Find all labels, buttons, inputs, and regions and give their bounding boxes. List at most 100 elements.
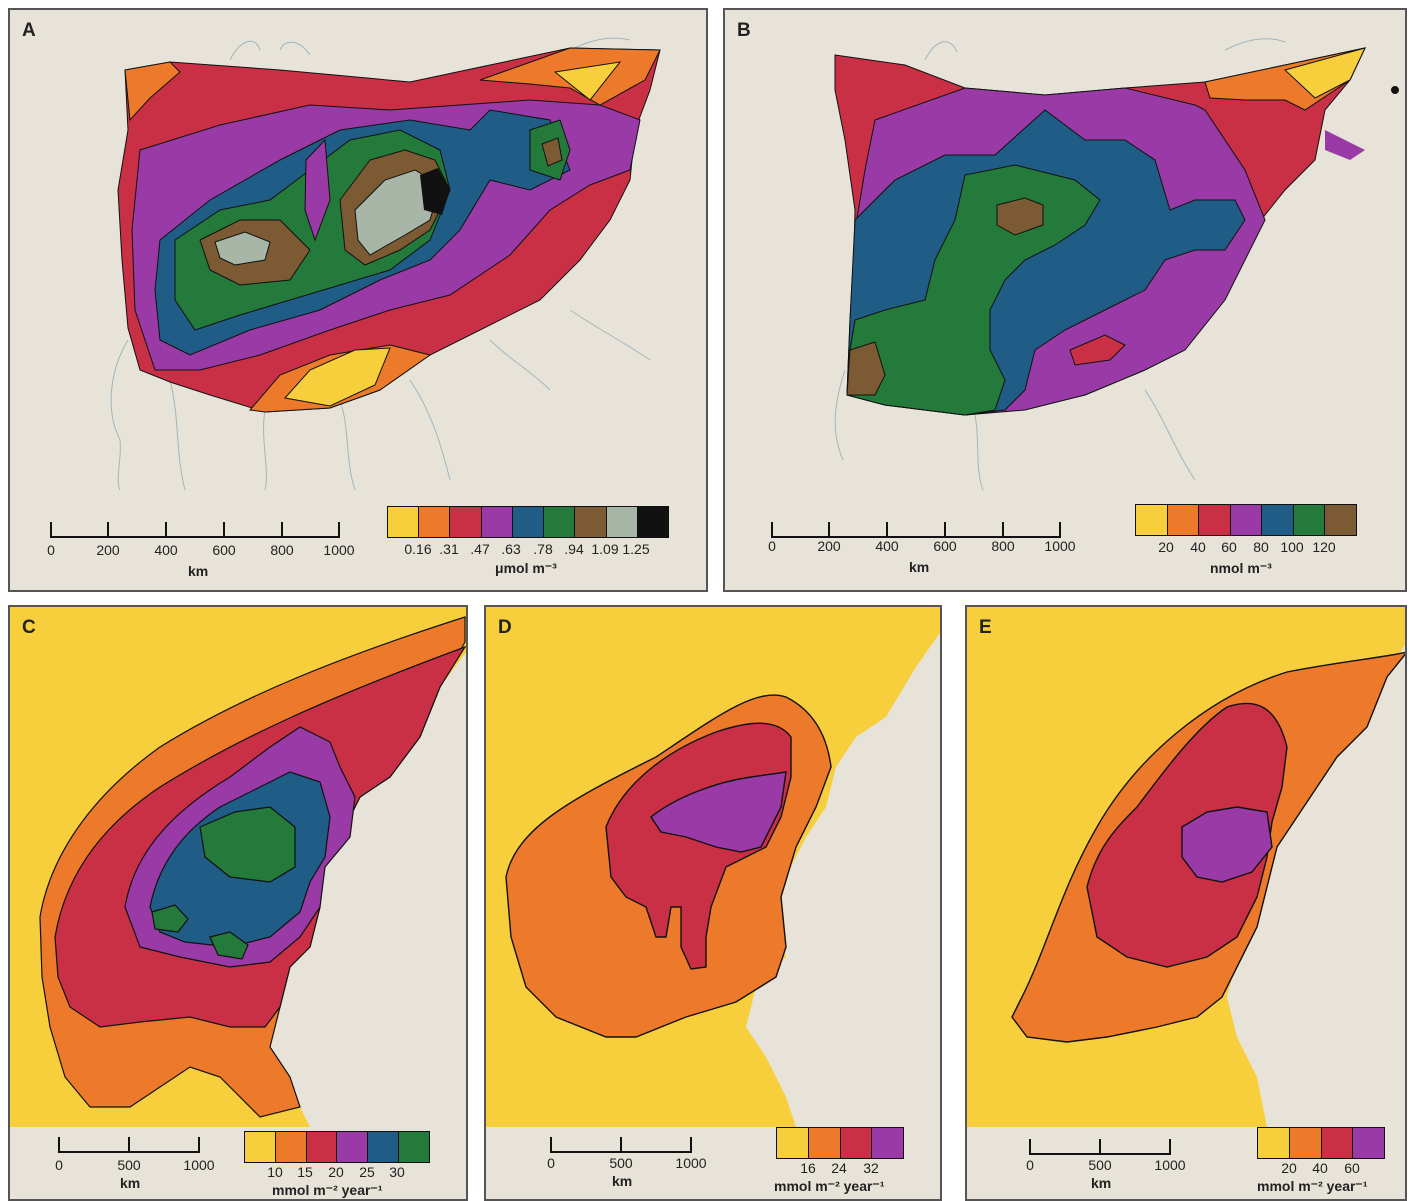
legend-label: 1.09 [591,541,618,557]
scale-tick-label: 500 [1088,1157,1111,1173]
legend-swatch [1199,505,1231,535]
scale-unit: km [120,1175,140,1191]
legend-swatch [513,507,544,537]
legend-swatch [388,507,419,537]
scale-unit: km [1091,1175,1111,1191]
scale-unit: km [188,563,208,579]
legend-swatch [1294,505,1326,535]
scale-bar [550,1133,692,1153]
legend-unit: mmol m⁻² year⁻¹ [774,1178,884,1195]
legend-swatch [307,1132,338,1162]
legend-swatch [450,507,481,537]
contour-map-d [486,607,942,1201]
scale-tick-label: 1000 [675,1155,706,1171]
scale-tick-label: 600 [933,538,956,554]
legend-label: .78 [533,541,552,557]
panel-letter: B [737,20,751,42]
legend-label: 15 [297,1164,313,1180]
scale-bar [771,520,1061,538]
legend-label: .31 [439,541,458,557]
legend-swatch [1258,1128,1290,1158]
legend-label: 1.25 [622,541,649,557]
scale-unit: km [612,1173,632,1189]
scale-tick-label: 0 [547,1155,555,1171]
panel-e: E 0 500 1000 km 20 40 60 mmol m⁻² year⁻¹ [965,605,1407,1201]
panel-letter: D [498,617,512,639]
scale-tick-label: 400 [154,542,177,558]
scale-tick-label: 1000 [183,1157,214,1173]
panel-c: C 0 500 1000 km 10 15 20 25 30 mmol m⁻² … [8,605,468,1201]
legend-label: 24 [831,1160,847,1176]
legend-label: 100 [1280,539,1303,555]
legend-swatch [337,1132,368,1162]
legend-swatch [872,1128,903,1158]
legend-label: .47 [470,541,489,557]
legend-swatch [399,1132,429,1162]
legend-label: 40 [1190,539,1206,555]
legend-swatch [777,1128,809,1158]
legend-label: .63 [501,541,520,557]
legend-swatch [1322,1128,1354,1158]
legend-label: 40 [1312,1160,1328,1176]
scale-tick-label: 0 [1026,1157,1034,1173]
legend-label: 80 [1253,539,1269,555]
color-legend [1257,1127,1385,1159]
legend-label: 20 [328,1164,344,1180]
scale-tick-label: 0 [47,542,55,558]
legend-unit: nmol m⁻³ [1210,560,1272,577]
scale-tick-label: 500 [117,1157,140,1173]
scale-tick-label: 0 [55,1157,63,1173]
legend-label: 60 [1344,1160,1360,1176]
legend-label: .94 [564,541,583,557]
legend-swatch [1231,505,1263,535]
legend-swatch [1290,1128,1322,1158]
scale-bar [58,1133,200,1153]
legend-swatch [276,1132,307,1162]
legend-label: 20 [1158,539,1174,555]
scale-tick-label: 1000 [1044,538,1075,554]
color-legend [1135,504,1357,536]
scale-bar [50,520,340,538]
panel-letter: E [979,617,992,639]
scale-unit: km [909,559,929,575]
legend-label: 25 [359,1164,375,1180]
contour-map-a [10,10,708,592]
legend-label: 120 [1312,539,1335,555]
legend-swatch [841,1128,873,1158]
panel-a: A 0 200 400 600 800 1000 km 0.16 .31 .47… [8,8,708,592]
legend-swatch [1136,505,1168,535]
legend-swatch [1262,505,1294,535]
scale-bar [1029,1135,1171,1155]
legend-label: 20 [1281,1160,1297,1176]
color-legend [244,1131,430,1163]
panel-letter: A [22,20,36,42]
legend-label: 0.16 [404,541,431,557]
legend-label: 10 [267,1164,283,1180]
panel-d: D 0 500 1000 km 16 24 32 mmol m⁻² year⁻¹ [484,605,942,1201]
legend-swatch [575,507,606,537]
color-legend [387,506,669,538]
panel-letter: C [22,617,36,639]
legend-unit: μmol m⁻³ [495,560,557,577]
color-legend [776,1127,904,1159]
scale-tick-label: 500 [609,1155,632,1171]
legend-label: 60 [1221,539,1237,555]
scale-tick-label: 400 [875,538,898,554]
legend-unit: mmol m⁻² year⁻¹ [1257,1178,1367,1195]
legend-label: 30 [389,1164,405,1180]
scale-tick-label: 1000 [323,542,354,558]
scale-tick-label: 200 [96,542,119,558]
legend-swatch [482,507,513,537]
contour-map-c [10,607,468,1201]
legend-swatch [1325,505,1356,535]
scale-tick-label: 800 [270,542,293,558]
legend-swatch [544,507,575,537]
panel-b: B 0 200 400 600 800 1000 km 20 40 60 80 … [723,8,1407,592]
scale-tick-label: 600 [212,542,235,558]
scale-tick-label: 0 [768,538,776,554]
legend-swatch [1353,1128,1384,1158]
legend-swatch [245,1132,276,1162]
legend-swatch [638,507,668,537]
scale-tick-label: 200 [817,538,840,554]
legend-label: 16 [800,1160,816,1176]
